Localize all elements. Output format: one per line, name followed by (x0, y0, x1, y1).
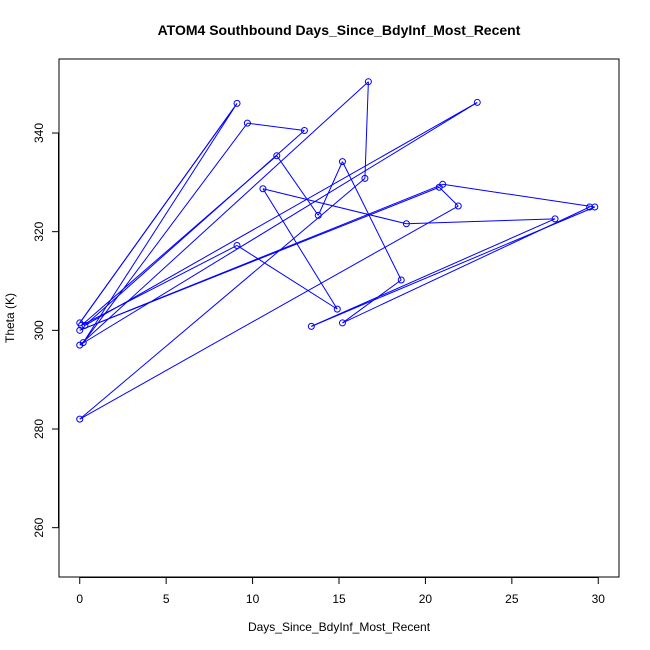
data-point (333, 305, 341, 313)
data-point (338, 319, 346, 327)
series-segment (342, 161, 402, 281)
data-point (307, 322, 315, 330)
data-point (76, 341, 84, 349)
series-segment (79, 101, 478, 346)
series-segment (79, 183, 443, 331)
series-points (76, 78, 599, 423)
data-point (402, 220, 410, 228)
data-point (76, 326, 84, 334)
series-segment (442, 183, 595, 208)
series-lines (79, 81, 595, 420)
data-point (233, 241, 241, 249)
series-segment (364, 81, 369, 179)
series-segment (81, 155, 278, 326)
series-segment (262, 188, 338, 310)
y-tick-label: 320 (32, 221, 46, 241)
series-segment (276, 155, 319, 216)
series-segment (247, 122, 305, 132)
x-tick-label: 20 (419, 592, 433, 606)
x-tick-label: 25 (505, 592, 519, 606)
series-segment (342, 279, 402, 324)
x-axis-label: Days_Since_BdyInf_Most_Recent (248, 620, 431, 634)
data-point (314, 211, 322, 219)
x-axis: 0 5 10 15 20 25 30 (76, 577, 605, 606)
data-point (551, 215, 559, 223)
series-segment (82, 103, 238, 343)
series-segment (79, 205, 459, 420)
series-segment (84, 101, 478, 326)
series-segment (262, 188, 407, 225)
data-point (439, 180, 447, 188)
y-tick-label: 280 (32, 419, 46, 439)
data-point (591, 203, 599, 211)
plot-frame (58, 58, 620, 578)
x-tick-label: 15 (332, 592, 346, 606)
series-segment (406, 218, 556, 225)
series-segment (236, 245, 338, 310)
y-axis-label: Theta (K) (3, 293, 17, 343)
data-point (338, 158, 346, 166)
y-tick-label: 300 (32, 320, 46, 340)
y-tick-label: 340 (32, 123, 46, 143)
data-point (454, 202, 462, 210)
data-point (233, 99, 241, 107)
data-point (361, 174, 369, 182)
series-segment (342, 206, 590, 324)
data-point (586, 203, 594, 211)
data-point (397, 276, 405, 284)
series-segment (79, 108, 234, 324)
series-segment (81, 245, 238, 326)
x-tick-label: 30 (592, 592, 606, 606)
data-point (243, 119, 251, 127)
data-point (81, 321, 89, 329)
y-axis: 260 280 300 320 340 (32, 123, 59, 538)
x-tick-label: 0 (76, 592, 83, 606)
data-point (259, 185, 267, 193)
chart-title: ATOM4 Southbound Days_Since_BdyInf_Most_… (158, 22, 521, 38)
x-tick-label: 10 (246, 592, 260, 606)
series-segment (317, 161, 343, 216)
data-point (473, 98, 481, 106)
x-tick-label: 5 (163, 592, 170, 606)
data-point (364, 78, 372, 86)
data-point (300, 127, 308, 135)
series-segment (311, 218, 556, 327)
data-point (77, 321, 85, 329)
y-tick-label: 260 (32, 517, 46, 537)
data-point (273, 152, 281, 160)
data-point (76, 415, 84, 423)
series-segment (82, 122, 248, 343)
series-segment (438, 186, 459, 207)
